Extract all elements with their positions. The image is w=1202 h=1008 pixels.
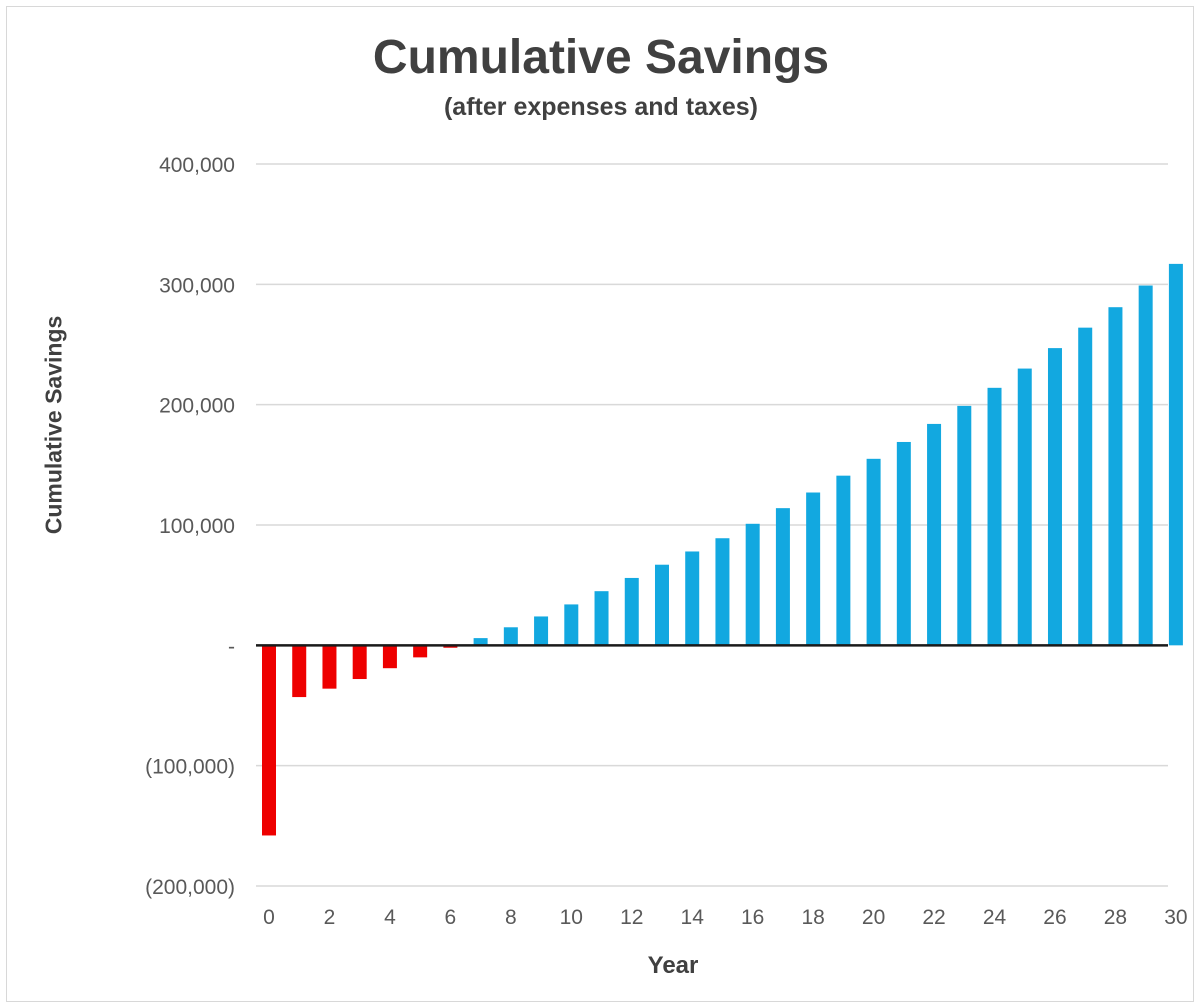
y-tick-label: 200,000 bbox=[159, 395, 235, 418]
x-tick-label: 2 bbox=[324, 906, 336, 929]
bar bbox=[594, 591, 609, 646]
bar bbox=[1047, 348, 1062, 646]
y-tick-label: (100,000) bbox=[145, 756, 235, 779]
bar bbox=[1168, 263, 1183, 646]
bar bbox=[262, 645, 276, 836]
x-tick-label: 14 bbox=[681, 906, 705, 929]
bar bbox=[745, 523, 760, 646]
x-tick-label: 20 bbox=[862, 906, 885, 929]
y-tick-label: 300,000 bbox=[159, 274, 235, 297]
bar bbox=[1108, 307, 1123, 646]
chart-subtitle: (after expenses and taxes) bbox=[443, 93, 759, 121]
bar bbox=[685, 551, 700, 646]
chart-title: Cumulative Savings bbox=[372, 31, 830, 84]
x-tick-label: 12 bbox=[620, 906, 643, 929]
bar bbox=[775, 508, 790, 646]
x-tick-label: 6 bbox=[445, 906, 457, 929]
bar bbox=[836, 475, 851, 646]
x-tick-label: 8 bbox=[505, 906, 517, 929]
x-tick-label: 18 bbox=[801, 906, 824, 929]
bar bbox=[624, 577, 639, 646]
x-tick-label: 28 bbox=[1104, 906, 1127, 929]
x-tick-label: 22 bbox=[922, 906, 945, 929]
x-tick-label: 10 bbox=[560, 906, 583, 929]
bar bbox=[715, 538, 730, 646]
y-tick-label: 100,000 bbox=[159, 515, 235, 538]
bar bbox=[473, 638, 488, 646]
bar bbox=[896, 441, 911, 646]
y-tick-label: - bbox=[228, 635, 235, 658]
bar bbox=[806, 492, 821, 646]
y-tick-label: (200,000) bbox=[145, 876, 235, 899]
bar bbox=[1017, 368, 1032, 646]
bar bbox=[866, 458, 881, 646]
x-tick-label: 24 bbox=[983, 906, 1007, 929]
bar bbox=[322, 645, 337, 689]
x-tick-label: 30 bbox=[1164, 906, 1187, 929]
x-tick-label: 26 bbox=[1043, 906, 1066, 929]
x-tick-label: 4 bbox=[384, 906, 396, 929]
bar bbox=[564, 604, 579, 646]
bar bbox=[534, 616, 549, 646]
bar bbox=[292, 645, 307, 698]
bar bbox=[352, 645, 367, 680]
x-tick-label: 16 bbox=[741, 906, 764, 929]
bar bbox=[654, 564, 669, 646]
bar bbox=[1138, 285, 1153, 646]
x-tick-label: 0 bbox=[263, 906, 275, 929]
bar bbox=[1078, 327, 1093, 646]
y-tick-label: 400,000 bbox=[159, 154, 235, 177]
bar bbox=[987, 387, 1002, 646]
bar bbox=[382, 645, 397, 669]
bar bbox=[957, 405, 972, 646]
bar bbox=[503, 627, 518, 646]
bar bbox=[413, 645, 428, 658]
x-axis-label: Year bbox=[647, 952, 699, 979]
bar bbox=[927, 423, 942, 646]
